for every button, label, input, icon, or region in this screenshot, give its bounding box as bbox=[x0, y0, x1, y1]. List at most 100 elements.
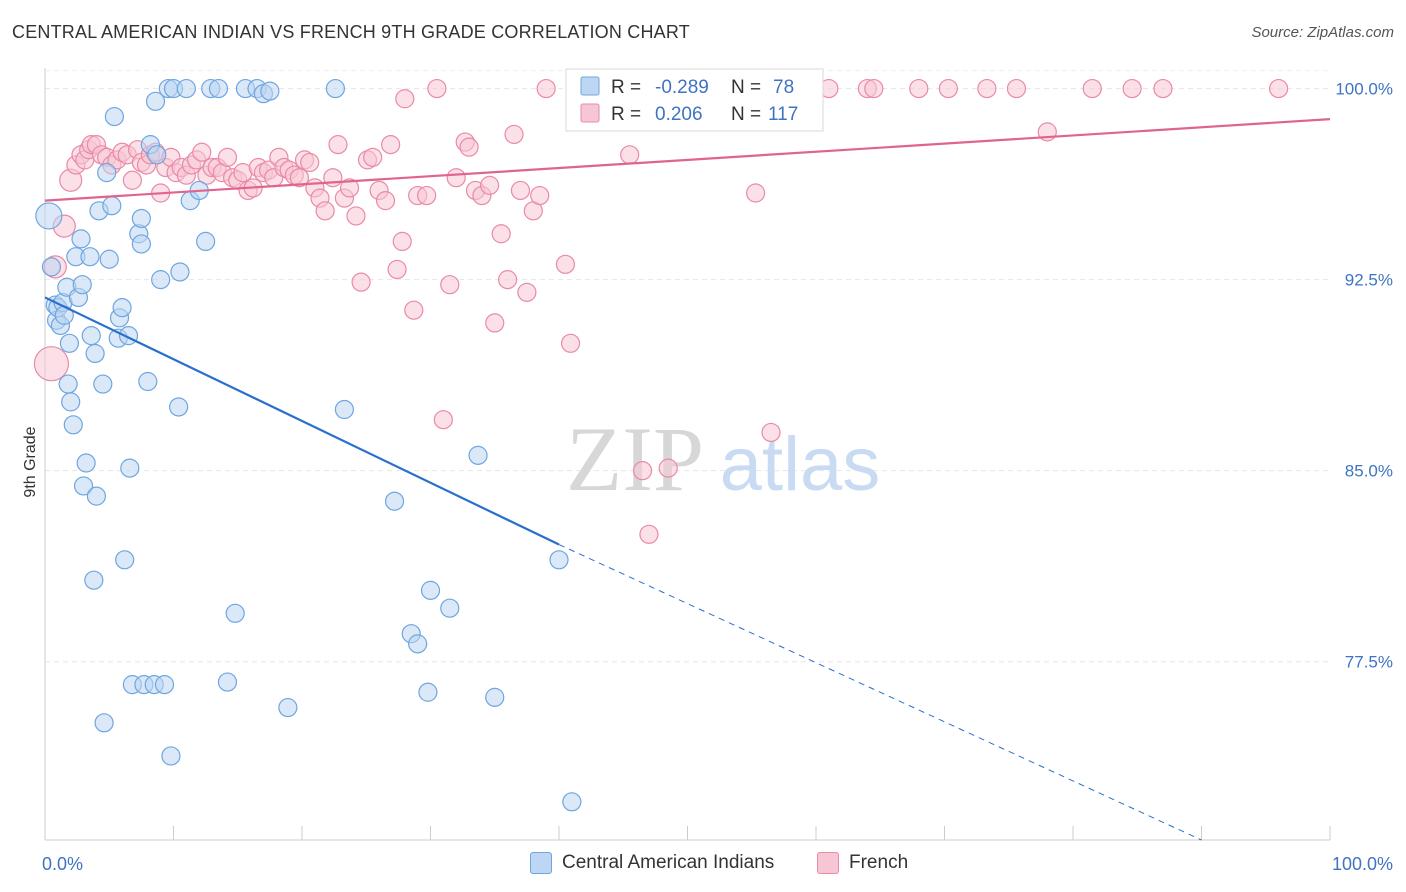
data-point[interactable] bbox=[351, 272, 371, 292]
data-point[interactable] bbox=[41, 257, 62, 277]
data-point[interactable] bbox=[85, 343, 105, 364]
data-point[interactable] bbox=[161, 746, 181, 766]
data-point[interactable] bbox=[485, 313, 505, 333]
data-point[interactable] bbox=[300, 152, 320, 173]
data-point[interactable] bbox=[112, 298, 132, 318]
data-point[interactable] bbox=[549, 550, 569, 570]
data-point[interactable] bbox=[325, 78, 346, 99]
data-point[interactable] bbox=[562, 792, 582, 812]
data-point[interactable] bbox=[120, 458, 140, 478]
data-point[interactable] bbox=[33, 346, 70, 382]
legend-item-central-american-indians[interactable]: Central American Indians bbox=[530, 852, 774, 874]
data-point[interactable] bbox=[404, 300, 424, 320]
data-point[interactable] bbox=[433, 410, 453, 430]
data-point[interactable] bbox=[440, 598, 460, 618]
data-point[interactable] bbox=[560, 333, 581, 353]
data-point[interactable] bbox=[491, 224, 511, 244]
data-point[interactable] bbox=[260, 81, 280, 101]
data-point[interactable] bbox=[104, 106, 124, 127]
data-point[interactable] bbox=[510, 180, 531, 201]
data-point[interactable] bbox=[131, 208, 151, 229]
data-point[interactable] bbox=[1122, 78, 1142, 99]
data-point[interactable] bbox=[328, 135, 348, 155]
data-point[interactable] bbox=[384, 491, 405, 511]
data-point[interactable] bbox=[375, 191, 396, 211]
data-point[interactable] bbox=[147, 145, 167, 165]
data-point[interactable] bbox=[658, 458, 678, 478]
legend-item-french[interactable]: French bbox=[817, 852, 908, 874]
data-point[interactable] bbox=[94, 713, 114, 733]
data-point[interactable] bbox=[1006, 78, 1027, 99]
data-point[interactable] bbox=[746, 183, 766, 203]
data-point[interactable] bbox=[427, 78, 447, 99]
data-point[interactable] bbox=[217, 672, 238, 692]
data-point[interactable] bbox=[81, 326, 101, 346]
data-point[interactable] bbox=[530, 185, 550, 206]
data-point[interactable] bbox=[289, 168, 310, 188]
data-point[interactable] bbox=[440, 275, 460, 295]
data-point[interactable] bbox=[381, 135, 401, 155]
data-point[interactable] bbox=[225, 603, 245, 623]
data-point[interactable] bbox=[536, 78, 556, 99]
data-point[interactable] bbox=[639, 524, 659, 544]
data-point[interactable] bbox=[63, 415, 83, 435]
data-point[interactable] bbox=[938, 78, 958, 99]
data-point[interactable] bbox=[620, 145, 640, 165]
data-point[interactable] bbox=[417, 185, 437, 206]
data-point[interactable] bbox=[459, 137, 479, 157]
data-point[interactable] bbox=[909, 78, 929, 99]
data-point[interactable] bbox=[35, 202, 63, 230]
data-point[interactable] bbox=[632, 461, 653, 481]
data-point[interactable] bbox=[61, 392, 81, 412]
data-point[interactable] bbox=[323, 168, 343, 188]
data-point[interactable] bbox=[84, 570, 104, 590]
data-point[interactable] bbox=[334, 399, 355, 420]
data-point[interactable] bbox=[1153, 78, 1173, 99]
data-point[interactable] bbox=[1268, 78, 1289, 99]
data-point[interactable] bbox=[392, 231, 412, 252]
data-point[interactable] bbox=[76, 453, 96, 473]
data-point[interactable] bbox=[346, 206, 366, 226]
data-point[interactable] bbox=[122, 170, 142, 190]
data-point[interactable] bbox=[504, 124, 524, 145]
data-point[interactable] bbox=[977, 78, 997, 99]
data-point[interactable] bbox=[761, 422, 781, 443]
data-point[interactable] bbox=[73, 476, 94, 496]
data-point[interactable] bbox=[71, 229, 91, 249]
data-point[interactable] bbox=[395, 89, 415, 109]
data-point[interactable] bbox=[151, 270, 171, 290]
data-point[interactable] bbox=[138, 371, 158, 392]
data-point[interactable] bbox=[99, 249, 119, 269]
data-point[interactable] bbox=[420, 580, 441, 600]
data-point[interactable] bbox=[196, 231, 216, 252]
data-point[interactable] bbox=[59, 333, 80, 353]
data-point[interactable] bbox=[339, 178, 360, 198]
data-point[interactable] bbox=[170, 262, 190, 282]
data-point[interactable] bbox=[387, 259, 407, 280]
data-point[interactable] bbox=[131, 234, 151, 254]
data-point[interactable] bbox=[176, 78, 196, 99]
data-point[interactable] bbox=[555, 254, 576, 274]
data-point[interactable] bbox=[485, 687, 505, 707]
data-point[interactable] bbox=[192, 142, 212, 162]
data-point[interactable] bbox=[58, 374, 78, 394]
data-point[interactable] bbox=[418, 682, 438, 702]
data-point[interactable] bbox=[480, 175, 500, 195]
data-point[interactable] bbox=[97, 163, 117, 183]
data-point[interactable] bbox=[517, 282, 537, 302]
data-point[interactable] bbox=[864, 78, 884, 99]
data-point[interactable] bbox=[86, 486, 107, 506]
data-point[interactable] bbox=[217, 147, 238, 167]
data-point[interactable] bbox=[169, 397, 189, 417]
data-point[interactable] bbox=[363, 147, 383, 167]
data-point[interactable] bbox=[498, 270, 518, 290]
data-point[interactable] bbox=[468, 445, 488, 465]
data-point[interactable] bbox=[115, 550, 135, 570]
data-point[interactable] bbox=[208, 78, 229, 99]
data-point[interactable] bbox=[278, 697, 298, 718]
data-point[interactable] bbox=[145, 91, 166, 111]
data-point[interactable] bbox=[315, 201, 335, 221]
data-point[interactable] bbox=[93, 374, 113, 394]
data-point[interactable] bbox=[154, 675, 175, 695]
data-point[interactable] bbox=[1082, 78, 1102, 99]
